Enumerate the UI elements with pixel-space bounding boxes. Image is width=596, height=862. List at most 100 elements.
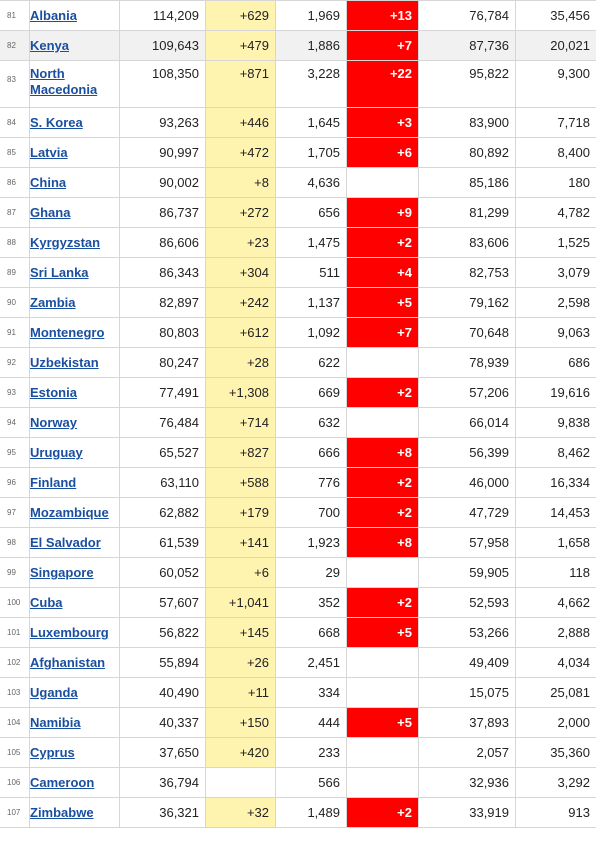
country-link[interactable]: Afghanistan: [30, 655, 106, 670]
new-cases-cell: +32: [205, 797, 276, 828]
new-deaths-cell: +9: [346, 197, 419, 228]
country-link[interactable]: Singapore: [30, 565, 94, 580]
country-link[interactable]: Kenya: [30, 38, 70, 53]
total-cases-cell: 90,997: [119, 137, 206, 168]
total-cases-cell: 65,527: [119, 437, 206, 468]
country-cell: Norway: [29, 407, 120, 438]
new-deaths-cell: +2: [346, 587, 419, 618]
total-cases-cell: 56,822: [119, 617, 206, 648]
country-link[interactable]: Namibia: [30, 715, 81, 730]
country-link[interactable]: S. Korea: [30, 115, 83, 130]
country-link[interactable]: Latvia: [30, 145, 68, 160]
country-link[interactable]: Albania: [30, 8, 77, 23]
total-deaths-cell: 666: [275, 437, 347, 468]
rank-cell: 85: [0, 137, 30, 168]
total-recovered-cell: 85,186: [418, 167, 516, 198]
total-recovered-cell: 47,729: [418, 497, 516, 528]
rank-cell: 93: [0, 377, 30, 408]
country-link[interactable]: Sri Lanka: [30, 265, 89, 280]
country-cell: Cyprus: [29, 737, 120, 768]
new-cases-cell: +588: [205, 467, 276, 498]
rank-cell: 100: [0, 587, 30, 618]
total-deaths-cell: 3,228: [275, 60, 347, 108]
new-cases-cell: +304: [205, 257, 276, 288]
total-recovered-cell: 83,606: [418, 227, 516, 258]
table-row: 100 Cuba 57,607 +1,041 352 +2 52,593 4,662: [0, 587, 596, 618]
country-link[interactable]: El Salvador: [30, 535, 101, 550]
country-cell: Singapore: [29, 557, 120, 588]
rank-cell: 86: [0, 167, 30, 198]
total-recovered-cell: 82,753: [418, 257, 516, 288]
country-cell: Estonia: [29, 377, 120, 408]
table-row: 98 El Salvador 61,539 +141 1,923 +8 57,958 1,65…: [0, 527, 596, 558]
new-cases-cell: +479: [205, 30, 276, 61]
total-deaths-cell: 776: [275, 467, 347, 498]
country-link[interactable]: Montenegro: [30, 325, 105, 340]
country-link[interactable]: Luxembourg: [30, 625, 109, 640]
total-recovered-cell: 95,822: [418, 60, 516, 108]
active-cases-cell: 2,000: [515, 707, 596, 738]
country-link[interactable]: Kyrgyzstan: [30, 235, 101, 250]
country-link[interactable]: Uzbekistan: [30, 355, 99, 370]
rank-cell: 96: [0, 467, 30, 498]
new-cases-cell: +612: [205, 317, 276, 348]
country-link[interactable]: Uruguay: [30, 445, 83, 460]
rank-cell: 88: [0, 227, 30, 258]
new-cases-cell: +1,308: [205, 377, 276, 408]
country-link[interactable]: Cyprus: [30, 745, 75, 760]
country-cell: Albania: [29, 0, 120, 31]
country-link[interactable]: Norway: [30, 415, 77, 430]
new-deaths-cell: +7: [346, 30, 419, 61]
rank-cell: 81: [0, 0, 30, 31]
country-cell: Afghanistan: [29, 647, 120, 678]
total-cases-cell: 63,110: [119, 467, 206, 498]
new-cases-cell: +472: [205, 137, 276, 168]
country-link[interactable]: China: [30, 175, 67, 190]
country-link[interactable]: Ghana: [30, 205, 71, 220]
table-row: 90 Zambia 82,897 +242 1,137 +5 79,162 2,598: [0, 287, 596, 318]
table-row: 87 Ghana 86,737 +272 656 +9 81,299 4,782: [0, 197, 596, 228]
total-recovered-cell: 78,939: [418, 347, 516, 378]
total-recovered-cell: 70,648: [418, 317, 516, 348]
table-row: 85 Latvia 90,997 +472 1,705 +6 80,892 8,400: [0, 137, 596, 168]
table-row: 88 Kyrgyzstan 86,606 +23 1,475 +2 83,606 1,525: [0, 227, 596, 258]
country-cell: Zambia: [29, 287, 120, 318]
total-cases-cell: 114,209: [119, 0, 206, 31]
rank-cell: 103: [0, 677, 30, 708]
new-cases-cell: +141: [205, 527, 276, 558]
new-deaths-cell: [346, 407, 419, 438]
country-cell: China: [29, 167, 120, 198]
total-recovered-cell: 83,900: [418, 107, 516, 138]
total-recovered-cell: 66,014: [418, 407, 516, 438]
new-deaths-cell: +3: [346, 107, 419, 138]
total-deaths-cell: 2,451: [275, 647, 347, 678]
total-recovered-cell: 57,206: [418, 377, 516, 408]
country-link[interactable]: Finland: [30, 475, 77, 490]
rank-cell: 105: [0, 737, 30, 768]
country-link[interactable]: North Macedonia: [30, 66, 98, 97]
new-deaths-cell: +8: [346, 437, 419, 468]
active-cases-cell: 35,360: [515, 737, 596, 768]
total-cases-cell: 109,643: [119, 30, 206, 61]
country-link[interactable]: Zimbabwe: [30, 805, 94, 820]
country-link[interactable]: Mozambique: [30, 505, 109, 520]
active-cases-cell: 9,300: [515, 60, 596, 108]
country-link[interactable]: Uganda: [30, 685, 78, 700]
active-cases-cell: 2,888: [515, 617, 596, 648]
rank-cell: 99: [0, 557, 30, 588]
table-row: 82 Kenya 109,643 +479 1,886 +7 87,736 20,021: [0, 30, 596, 61]
table-row: 92 Uzbekistan 80,247 +28 622 78,939 686: [0, 347, 596, 378]
new-cases-cell: +446: [205, 107, 276, 138]
table-row: 83 North Macedonia 108,350 +871 3,228 +22 95,8…: [0, 60, 596, 108]
active-cases-cell: 7,718: [515, 107, 596, 138]
country-link[interactable]: Estonia: [30, 385, 77, 400]
country-cell: Luxembourg: [29, 617, 120, 648]
country-link[interactable]: Cameroon: [30, 775, 95, 790]
rank-cell: 101: [0, 617, 30, 648]
country-link[interactable]: Zambia: [30, 295, 76, 310]
active-cases-cell: 25,081: [515, 677, 596, 708]
new-deaths-cell: [346, 557, 419, 588]
table-row: 96 Finland 63,110 +588 776 +2 46,000 16,334: [0, 467, 596, 498]
country-link[interactable]: Cuba: [30, 595, 63, 610]
total-deaths-cell: 566: [275, 767, 347, 798]
